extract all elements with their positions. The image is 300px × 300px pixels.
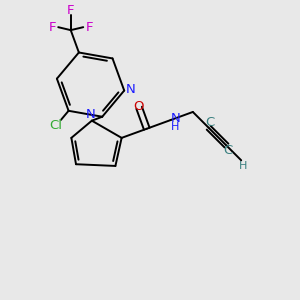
Text: H: H	[238, 160, 247, 171]
Text: Cl: Cl	[50, 119, 63, 132]
Text: F: F	[67, 4, 74, 17]
Text: H: H	[171, 122, 180, 132]
Text: O: O	[134, 100, 144, 113]
Text: N: N	[85, 108, 95, 121]
Text: F: F	[49, 21, 56, 34]
Text: N: N	[171, 112, 180, 125]
Text: N: N	[126, 82, 136, 96]
Text: C: C	[223, 144, 232, 158]
Text: C: C	[206, 116, 215, 129]
Text: F: F	[85, 21, 93, 34]
